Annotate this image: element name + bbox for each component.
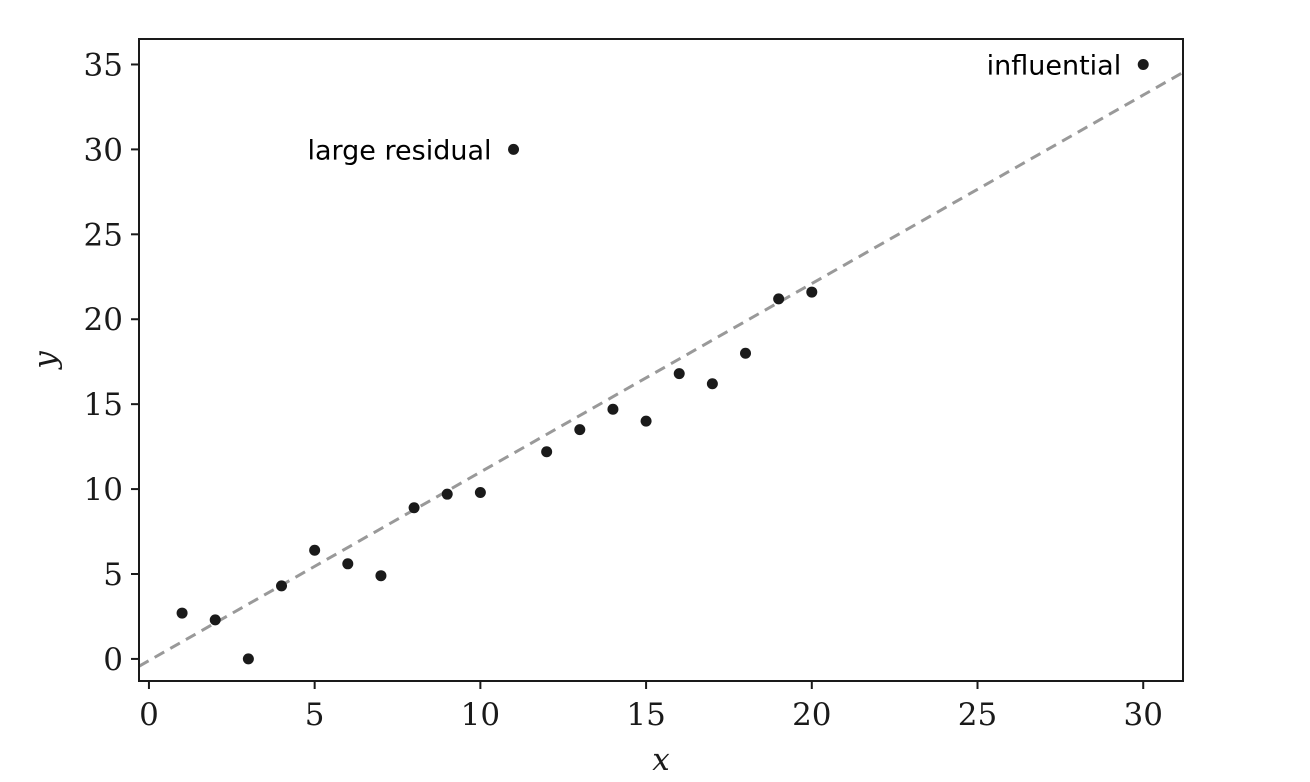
data-point [706,378,718,390]
y-tick-label: 25 [84,217,123,253]
data-point [242,653,254,665]
data-point [342,558,354,570]
data-point [673,368,685,380]
y-tick-label: 30 [84,132,123,168]
y-axis-label: y [27,351,63,371]
annotation-label: large residual [308,135,492,166]
annotation-label: influential [987,50,1122,81]
x-tick-label: 10 [461,697,500,733]
data-point [541,446,553,458]
x-tick-label: 0 [139,697,159,733]
data-point [209,614,221,626]
y-tick-label: 20 [84,302,123,338]
data-point [640,415,652,427]
plot-area: large residual influential [139,50,1183,668]
x-tick-label: 5 [305,697,325,733]
data-point [474,486,486,498]
fit-line [139,71,1183,668]
data-point [508,143,520,155]
x-tick-label: 30 [1124,697,1163,733]
data-point [408,502,420,514]
y-tick-label: 0 [103,642,123,678]
y-tick-label: 10 [84,472,123,508]
x-tick-label: 20 [792,697,831,733]
data-point [773,293,785,305]
x-tick-label: 15 [626,697,665,733]
axis-ticks: 0 5 10 15 20 25 30 0 5 10 15 20 25 30 35 [84,47,1163,733]
data-point [574,424,586,436]
data-point [806,286,818,298]
data-point [309,544,321,556]
data-point [176,607,188,619]
data-point [740,347,752,359]
y-tick-label: 15 [84,387,123,423]
x-axis-label: x [652,742,670,778]
data-point [607,403,619,415]
y-tick-label: 5 [103,557,123,593]
y-tick-label: 35 [84,47,123,83]
data-point [1137,58,1149,70]
data-point [276,580,288,592]
x-tick-label: 25 [958,697,997,733]
data-point [441,488,453,500]
data-point [375,570,387,582]
plot-frame [138,38,1184,682]
